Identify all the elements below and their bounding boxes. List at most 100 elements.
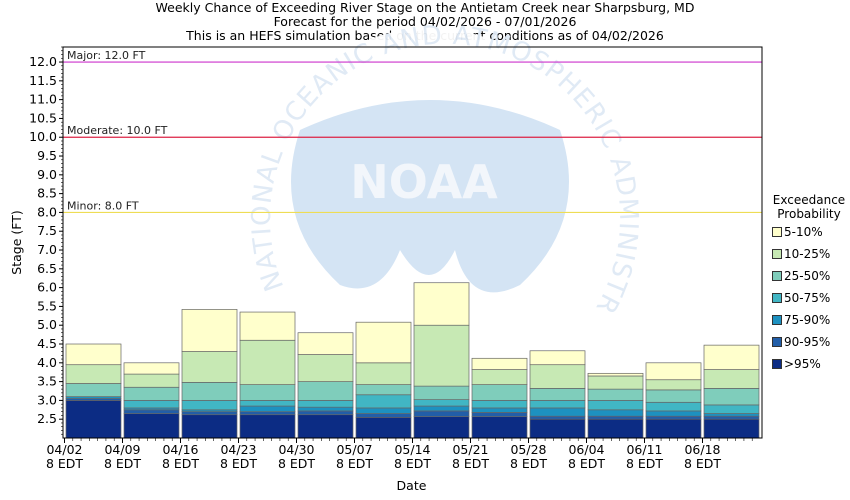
legend-item: >95% [768,357,850,375]
x-tick-label-date: 05/28 [510,442,546,457]
y-tick-label: 3.5 [37,374,57,389]
bar-segment [703,388,760,406]
bar-segment [587,388,644,401]
legend-item: 50-75% [768,291,850,309]
bar-segment [529,407,586,417]
bar-segment [529,364,586,389]
legend-label: 90-95% [784,335,831,349]
bar-segment [529,388,586,401]
bar-segment [703,418,760,439]
bar-segment [703,344,760,370]
bar-segment [413,324,470,387]
bar-segment [645,389,702,403]
x-tick-label-time: 8 EDT [46,456,83,471]
bar-segment [355,384,412,396]
bar-segment [239,339,296,385]
bar-segment [413,282,470,326]
bar-segment [355,407,412,414]
plot-area: Major: 12.0 FT Moderate: 10.0 FT Minor: 8.… [63,49,762,439]
bar-segment [239,311,296,341]
x-tick-label-time: 8 EDT [626,456,663,471]
bar-segment [123,362,180,375]
bar-segment [123,373,180,388]
y-tick-label: 4.5 [37,336,57,351]
bar-segment [645,410,702,417]
legend-item: 90-95% [768,335,850,353]
x-tick-label-time: 8 EDT [510,456,547,471]
bar-segment [529,400,586,409]
legend-item: 10-25% [768,247,850,265]
legend-swatch [772,315,782,325]
bar-segment [413,399,470,407]
legend-title-line1: Exceedance [772,193,846,207]
x-tick-label-date: 06/18 [684,442,720,457]
x-tick-label-time: 8 EDT [104,456,141,471]
bar-segment [529,350,586,366]
bar-segment [413,405,470,412]
bar-segment [239,411,296,416]
bar-segment [239,400,296,407]
bar-segment [239,384,296,401]
noaa-logo-text: NOAA [350,155,498,209]
legend-swatch [772,271,782,281]
x-tick-label-date: 06/11 [626,442,662,457]
legend-swatch [772,359,782,369]
bar-segment [645,418,702,439]
legend-label: 75-90% [784,313,831,327]
threshold-label: Major: 12.0 FT [67,49,146,62]
bar-segment [355,394,412,409]
bar-segment [297,414,354,439]
bar-segment [587,372,644,377]
legend-item: 25-50% [768,269,850,287]
noaa-bird-shape [291,100,569,293]
bar-segment [587,409,644,417]
x-tick-label-time: 8 EDT [220,456,257,471]
bar-segment [65,364,122,384]
threshold-label: Minor: 8.0 FT [67,199,139,212]
bar-segment [471,412,528,417]
legend-item: 5-10% [768,225,850,243]
y-tick-label: 8.5 [37,186,57,201]
x-tick-label-date: 06/04 [568,442,604,457]
axes: 2.5 3.0 3.5 4.0 4.5 5.0 5.5 6.0 6.5 7.0 7.5 8.0 8.5 9… [9,46,763,493]
x-axis-label: Date [397,478,427,493]
y-tick-label: 4.0 [37,355,57,370]
bar-segment [65,343,122,366]
legend-label: >95% [784,357,821,371]
bar-segment [413,385,470,401]
bar-segment [587,415,644,420]
bar-segment [239,414,296,439]
legend-swatch [772,337,782,347]
bar-segment [471,407,528,413]
bar-segment [355,362,412,385]
bar-segment [297,406,354,412]
bar-segment [703,404,760,414]
bar-segment [297,332,354,355]
bar-segment [239,405,296,413]
x-tick-label-date: 05/21 [452,442,488,457]
x-tick-label-date: 04/16 [162,442,198,457]
x-tick-label-time: 8 EDT [336,456,373,471]
legend-swatch [772,293,782,303]
bar-segment [297,381,354,401]
legend-label: 5-10% [784,225,823,239]
bar-segment [355,416,412,439]
bar-segment [587,375,644,390]
bar-segment [413,410,470,417]
x-tick-label-date: 05/07 [336,442,372,457]
y-tick-label: 10.5 [29,110,57,125]
y-tick-label: 2.5 [37,411,57,426]
bar-segment [471,357,528,370]
y-tick-label: 11.5 [29,73,57,88]
noaa-watermark-logo: NATIONAL OCEANIC AND ATMOSPHERIC ADMINIS… [0,0,643,319]
legend-label: 25-50% [784,269,831,283]
bar-segment [181,414,238,439]
legend-label: 10-25% [784,247,831,261]
y-tick-label: 11.0 [29,92,57,107]
x-tick-label-date: 04/30 [278,442,314,457]
x-tick-label-time: 8 EDT [278,456,315,471]
y-tick-label: 12.0 [29,54,57,69]
bar-segment [703,413,760,417]
y-tick-label: 6.0 [37,280,57,295]
